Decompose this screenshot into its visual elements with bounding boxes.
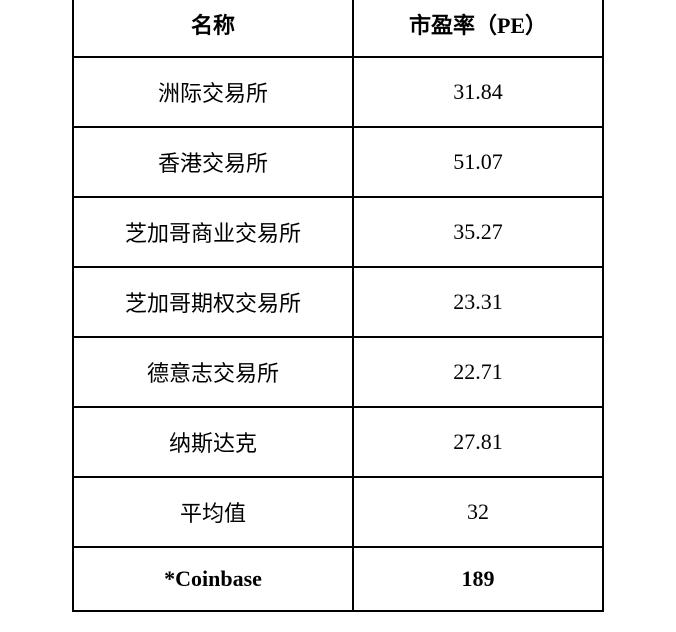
cell-name: 芝加哥期权交易所: [73, 267, 353, 337]
table-body: 洲际交易所31.84香港交易所51.07芝加哥商业交易所35.27芝加哥期权交易…: [73, 57, 603, 611]
table-row: 芝加哥商业交易所35.27: [73, 197, 603, 267]
cell-name: 香港交易所: [73, 127, 353, 197]
pe-table: 名称 市盈率（PE） 洲际交易所31.84香港交易所51.07芝加哥商业交易所3…: [72, 0, 604, 612]
cell-name: 德意志交易所: [73, 337, 353, 407]
table-row: 纳斯达克27.81: [73, 407, 603, 477]
cell-name: *Coinbase: [73, 547, 353, 611]
cell-name: 平均值: [73, 477, 353, 547]
table-row: 平均值32: [73, 477, 603, 547]
pe-table-container: 名称 市盈率（PE） 洲际交易所31.84香港交易所51.07芝加哥商业交易所3…: [52, 0, 624, 632]
cell-pe: 22.71: [353, 337, 603, 407]
cell-name: 洲际交易所: [73, 57, 353, 127]
column-header-pe: 市盈率（PE）: [353, 0, 603, 57]
table-row: *Coinbase189: [73, 547, 603, 611]
table-row: 洲际交易所31.84: [73, 57, 603, 127]
cell-pe: 35.27: [353, 197, 603, 267]
table-row: 香港交易所51.07: [73, 127, 603, 197]
table-row: 德意志交易所22.71: [73, 337, 603, 407]
column-header-name: 名称: [73, 0, 353, 57]
cell-pe: 189: [353, 547, 603, 611]
cell-pe: 27.81: [353, 407, 603, 477]
cell-name: 芝加哥商业交易所: [73, 197, 353, 267]
cell-pe: 32: [353, 477, 603, 547]
cell-name: 纳斯达克: [73, 407, 353, 477]
cell-pe: 23.31: [353, 267, 603, 337]
cell-pe: 31.84: [353, 57, 603, 127]
table-header-row: 名称 市盈率（PE）: [73, 0, 603, 57]
table-row: 芝加哥期权交易所23.31: [73, 267, 603, 337]
cell-pe: 51.07: [353, 127, 603, 197]
